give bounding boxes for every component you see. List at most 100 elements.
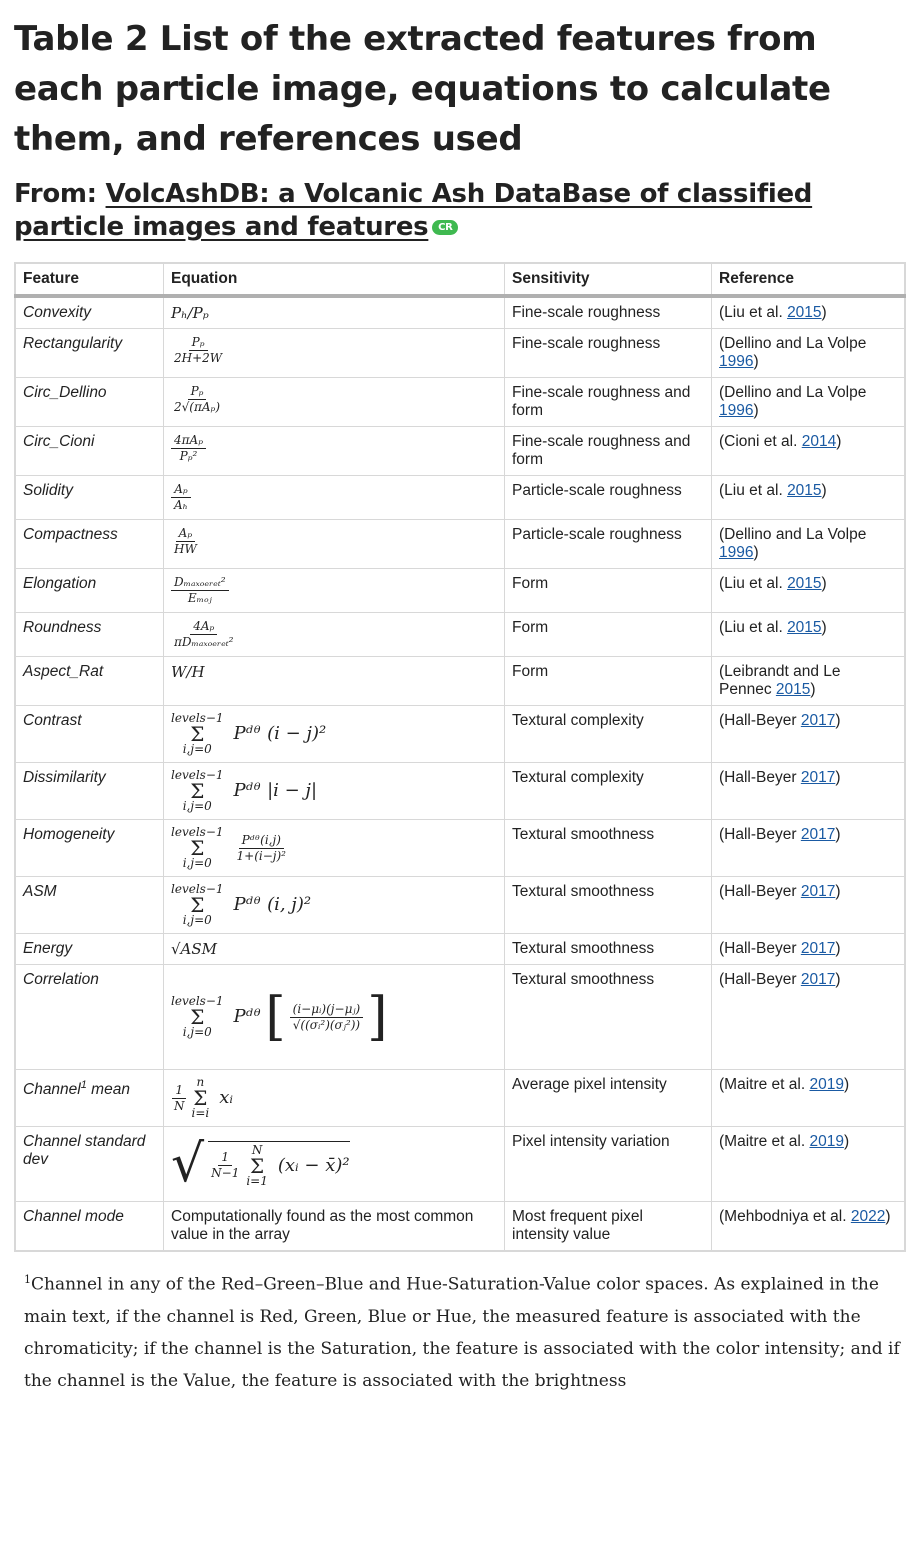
- equation: √ASM: [163, 933, 505, 965]
- table-row: Circ_Dellino Pₚ 2√(πAₚ) Fine-scale roughn…: [15, 377, 906, 427]
- eq-denominator: 2H+2W: [174, 351, 223, 365]
- ref-year-link[interactable]: 2015: [787, 619, 822, 636]
- sensitivity: Fine-scale roughness and form: [504, 426, 712, 476]
- feature-name: Compactness: [15, 519, 164, 569]
- sigma-icon: Σ: [190, 1005, 205, 1029]
- feature-name: Energy: [15, 933, 164, 965]
- table-row: Solidity Aₚ Aₕ Particle-scale roughness (…: [15, 475, 906, 520]
- table-row: Convexity Pₕ/Pₚ Fine-scale roughness (Li…: [15, 296, 906, 329]
- ref-authors: (Hall-Beyer: [719, 940, 801, 957]
- ref-year-link[interactable]: 2015: [787, 575, 822, 592]
- sigma-icon: Σ: [190, 836, 205, 860]
- equation: 4πAₚ Pₚ²: [163, 426, 505, 476]
- reference: (Liu et al. 2015): [711, 612, 906, 657]
- reference: (Cioni et al. 2014): [711, 426, 906, 476]
- sensitivity: Particle-scale roughness: [504, 475, 712, 520]
- footnote-text: Channel in any of the Red–Green–Blue and…: [24, 1274, 900, 1391]
- equation: Pₚ 2√(πAₚ): [163, 377, 505, 427]
- ref-close: ): [810, 681, 816, 698]
- ref-authors: (Liu et al.: [719, 304, 788, 321]
- ref-authors: (Cioni et al.: [719, 433, 802, 450]
- sigma-icon: Σ: [190, 779, 205, 803]
- feature-name: Roundness: [15, 612, 164, 657]
- eq-numerator: Pₚ: [188, 335, 208, 351]
- ref-year-link[interactable]: 2015: [775, 681, 811, 698]
- ref-close: ): [835, 971, 841, 988]
- ref-year-link[interactable]: 2019: [809, 1133, 844, 1150]
- reference: (Mehbodniya et al. 2022): [711, 1201, 906, 1252]
- ref-year-link[interactable]: 2017: [800, 971, 836, 988]
- ref-year-link[interactable]: 2017: [800, 940, 836, 957]
- table-row: Channel mode Computationally found as th…: [15, 1201, 906, 1252]
- table-row: Energy √ASM Textural smoothness (Hall-Be…: [15, 933, 906, 965]
- table-header-row: Feature Equation Sensitivity Reference: [15, 263, 906, 298]
- sensitivity: Textural complexity: [504, 762, 712, 820]
- ref-close: ): [821, 619, 827, 636]
- eq-numerator: 1: [218, 1150, 233, 1166]
- ref-authors: (Maitre et al.: [719, 1133, 810, 1150]
- feature-name: Channel standard dev: [15, 1126, 164, 1202]
- ref-close: ): [835, 883, 841, 900]
- feature-name-part: Channel: [23, 1081, 81, 1099]
- page-title: Table 2 List of the extracted features f…: [14, 19, 831, 159]
- table-footnote: 1Channel in any of the Red–Green–Blue an…: [24, 1264, 906, 1397]
- sigma-icon: Σ: [250, 1153, 265, 1178]
- ref-close: ): [843, 1133, 850, 1150]
- eq-body: Pᵈᶿ (i, j)²: [233, 894, 312, 915]
- eq-denominator: 2√(πAₚ): [174, 400, 220, 414]
- eq-numerator: Pₚ: [187, 384, 207, 400]
- table-row: Circ_Cioni 4πAₚ Pₚ² Fine-scale roughness …: [15, 426, 906, 476]
- sensitivity: Most frequent pixel intensity value: [504, 1201, 712, 1252]
- feature-name: Contrast: [15, 705, 164, 763]
- equation: W/H: [163, 656, 505, 706]
- reference: (Liu et al. 2015): [711, 568, 906, 613]
- ref-year-link[interactable]: 2017: [800, 826, 836, 843]
- sensitivity: Textural smoothness: [504, 964, 712, 1070]
- eq-denominator: Pₚ²: [179, 449, 198, 463]
- ref-year-link[interactable]: 2017: [800, 769, 836, 786]
- ref-year-link[interactable]: 2015: [787, 482, 822, 499]
- source-article-link[interactable]: VolcAshDB: a Volcanic Ash DataBase of cl…: [14, 179, 813, 242]
- ref-year-link[interactable]: 1996: [719, 353, 754, 370]
- feature-name: ASM: [15, 876, 164, 934]
- ref-authors: (Liu et al.: [719, 482, 788, 499]
- ref-year-link[interactable]: 1996: [719, 402, 754, 419]
- table-row: Rectangularity Pₚ 2H+2W Fine-scale roughn…: [15, 328, 906, 378]
- sensitivity: Textural complexity: [504, 705, 712, 763]
- reference: (Dellino and La Volpe 1996): [711, 328, 906, 378]
- ref-year-link[interactable]: 2014: [801, 433, 837, 450]
- eq-denominator: πDₘₐₓₒₑᵣₑₜ²: [174, 635, 234, 649]
- sum-upper: n: [196, 1075, 205, 1089]
- ref-year-link[interactable]: 2019: [809, 1076, 844, 1093]
- ref-year-link[interactable]: 2015: [787, 304, 822, 321]
- ref-year-link[interactable]: 2017: [800, 883, 836, 900]
- ref-close: ): [836, 433, 842, 450]
- ref-close: ): [835, 769, 841, 786]
- feature-name: Convexity: [15, 296, 164, 329]
- crossmark-badge-icon[interactable]: CR: [432, 220, 459, 235]
- equation: Pₚ 2H+2W: [163, 328, 505, 378]
- reference: (Liu et al. 2015): [711, 296, 906, 329]
- ref-close: ): [835, 940, 841, 957]
- sensitivity: Pixel intensity variation: [504, 1126, 712, 1202]
- reference: (Dellino and La Volpe 1996): [711, 377, 906, 427]
- sum-upper: levels−1: [171, 768, 224, 782]
- ref-close: ): [821, 482, 827, 499]
- sensitivity: Particle-scale roughness: [504, 519, 712, 569]
- sum-lower: i=i: [191, 1106, 210, 1120]
- sum-upper: levels−1: [171, 825, 224, 839]
- equation: Computationally found as the most common…: [163, 1201, 505, 1252]
- ref-authors: (Hall-Beyer: [719, 883, 801, 900]
- sigma-icon: Σ: [190, 893, 205, 917]
- ref-year-link[interactable]: 1996: [719, 544, 754, 561]
- ref-year-link[interactable]: 2022: [850, 1208, 886, 1225]
- ref-year-link[interactable]: 2017: [800, 712, 836, 729]
- eq-denominator: HW: [174, 542, 197, 556]
- sum-lower: i,j=0: [182, 799, 212, 813]
- sensitivity: Fine-scale roughness: [504, 296, 712, 329]
- ref-authors: (Leibrandt and Le Pennec: [719, 663, 841, 698]
- feature-name: Channel1 mean: [15, 1069, 164, 1127]
- source-heading: From: VolcAshDB: a Volcanic Ash DataBase…: [14, 178, 906, 244]
